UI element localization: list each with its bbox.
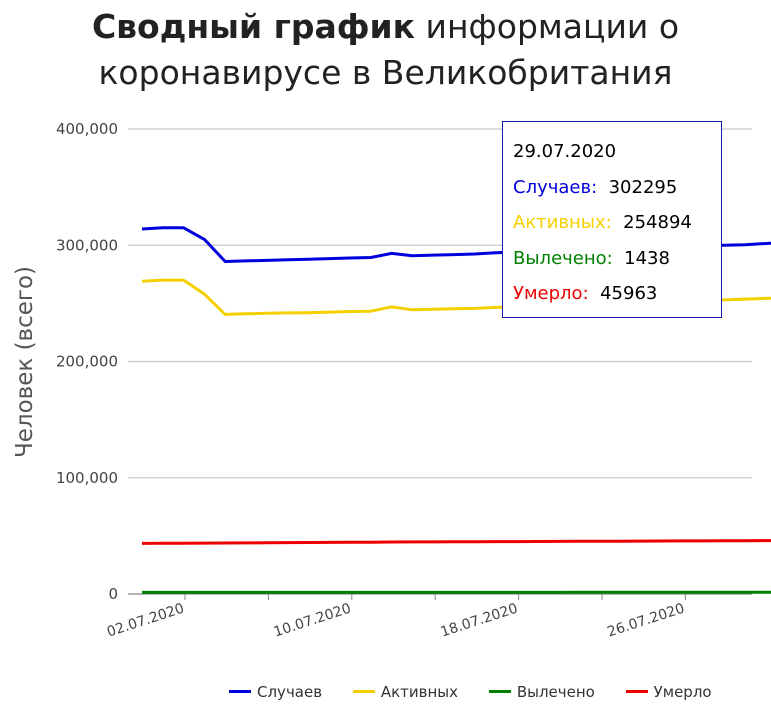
legend-label-active: Активных: [380, 683, 459, 701]
legend-swatch-recovered: [488, 690, 511, 693]
tooltip-date: 29.07.2020: [513, 141, 617, 162]
x-tick-label: 18.07.2020: [439, 601, 520, 641]
legend-label-recovered: Вылечено: [516, 683, 595, 701]
y-tick-label: 0: [108, 585, 118, 603]
legend-swatch-deaths: [625, 690, 648, 693]
y-tick-label: 100,000: [56, 469, 118, 487]
x-axis-ticks: 02.07.2020 10.07.2020 18.07.2020 26.07.2020: [105, 594, 687, 641]
tooltip-label-cases: Случаев:: [513, 176, 598, 198]
tooltip-value-active: 254894: [623, 212, 692, 233]
tooltip-row-recovered: Вылечено: 1438: [513, 241, 721, 277]
tooltip-value-recovered: 1438: [624, 247, 670, 269]
tooltip-value-cases: 302295: [608, 176, 678, 198]
tooltip-row-deaths: Умерло: 45963: [513, 276, 721, 312]
tooltip-label-deaths: Умерло:: [513, 283, 589, 304]
x-tick-label: 26.07.2020: [605, 601, 686, 641]
legend-item-deaths[interactable]: Умерло: [625, 683, 712, 701]
chart-title-bold: Сводный график: [91, 7, 416, 46]
x-tick-label: 02.07.2020: [105, 601, 186, 641]
chart-title-line2: коронавирусе в Великобритания: [98, 53, 673, 92]
legend-item-active[interactable]: Активных: [352, 683, 459, 701]
tooltip-row-active: Активных: 254894: [513, 205, 721, 241]
legend-label-cases: Случаев: [257, 683, 323, 701]
tooltip-label-recovered: Вылечено:: [513, 247, 613, 269]
y-axis-ticks: 0 100,000 200,000 300,000 400,000: [56, 120, 118, 603]
series-line-4: [141, 539, 771, 545]
chart-title: Сводный график информации о коронавирусе…: [0, 4, 771, 96]
chart-legend: Случаев Активных Вылечено Умерло: [229, 683, 738, 701]
tooltip-label-active: Активных:: [513, 212, 612, 233]
tooltip-row-cases: Случаев: 302295: [513, 170, 721, 206]
x-tick-label: 10.07.2020: [272, 601, 353, 641]
tooltip-value-deaths: 45963: [600, 283, 658, 304]
y-tick-label: 300,000: [56, 236, 118, 254]
legend-item-cases[interactable]: Случаев: [229, 683, 322, 701]
legend-swatch-active: [352, 690, 375, 693]
legend-label-deaths: Умерло: [653, 683, 712, 701]
chart-title-rest: информации о: [425, 7, 680, 46]
legend-swatch-cases: [229, 690, 251, 693]
y-tick-label: 400,000: [56, 120, 118, 138]
legend-item-recovered[interactable]: Вылечено: [488, 683, 595, 701]
hover-tooltip: 29.07.2020 Случаев: 302295 Активных: 254…: [502, 121, 722, 318]
y-tick-label: 200,000: [56, 353, 118, 371]
y-axis-label: Человек (всего): [12, 266, 38, 458]
